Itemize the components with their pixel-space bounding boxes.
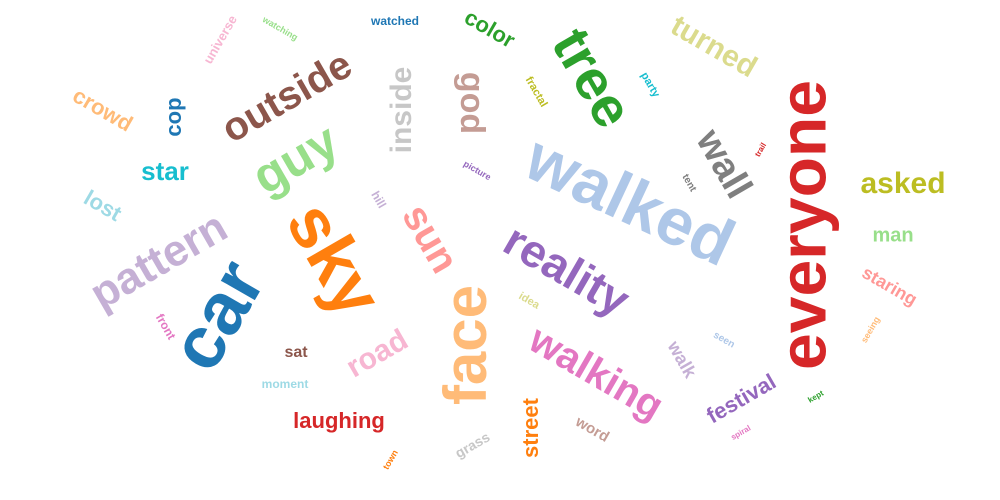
word-seeing: seeing xyxy=(859,315,882,345)
word-man: man xyxy=(872,224,913,246)
word-walk: walk xyxy=(663,337,701,383)
word-cop: cop xyxy=(161,97,186,136)
word-watching: watching xyxy=(260,14,300,43)
word-asked: asked xyxy=(860,167,945,200)
word-everyone: everyone xyxy=(765,80,839,370)
word-universe: universe xyxy=(200,13,240,67)
word-turned: turned xyxy=(665,9,762,84)
word-sun: sun xyxy=(393,197,467,281)
word-color: color xyxy=(460,4,519,53)
word-inside: inside xyxy=(385,67,418,154)
word-word: word xyxy=(572,413,612,446)
word-star: star xyxy=(141,156,189,186)
word-laughing: laughing xyxy=(293,408,385,433)
word-spiral: spiral xyxy=(729,423,752,441)
word-road: road xyxy=(341,323,414,384)
word-grass: grass xyxy=(452,429,493,462)
word-walking: walking xyxy=(521,317,671,429)
word-town: town xyxy=(381,448,400,471)
word-hill: hill xyxy=(368,189,389,211)
word-face: face xyxy=(432,285,499,405)
word-fractal: fractal xyxy=(523,75,550,110)
word-lost: lost xyxy=(80,185,127,227)
word-party: party xyxy=(638,70,662,100)
word-idea: idea xyxy=(517,290,543,312)
word-sat: sat xyxy=(284,344,308,361)
word-sky: sky xyxy=(272,189,398,329)
word-god: god xyxy=(453,72,491,134)
word-tree: tree xyxy=(540,17,646,137)
word-seen: seen xyxy=(711,330,736,351)
word-street: street xyxy=(518,397,543,458)
word-festival: festival xyxy=(702,369,780,429)
word-crowd: crowd xyxy=(69,83,138,137)
word-staring: staring xyxy=(859,262,921,309)
word-moment: moment xyxy=(262,377,309,391)
word-watched: watched xyxy=(370,14,419,28)
word-picture: picture xyxy=(462,159,493,183)
word-kept: kept xyxy=(806,388,825,404)
